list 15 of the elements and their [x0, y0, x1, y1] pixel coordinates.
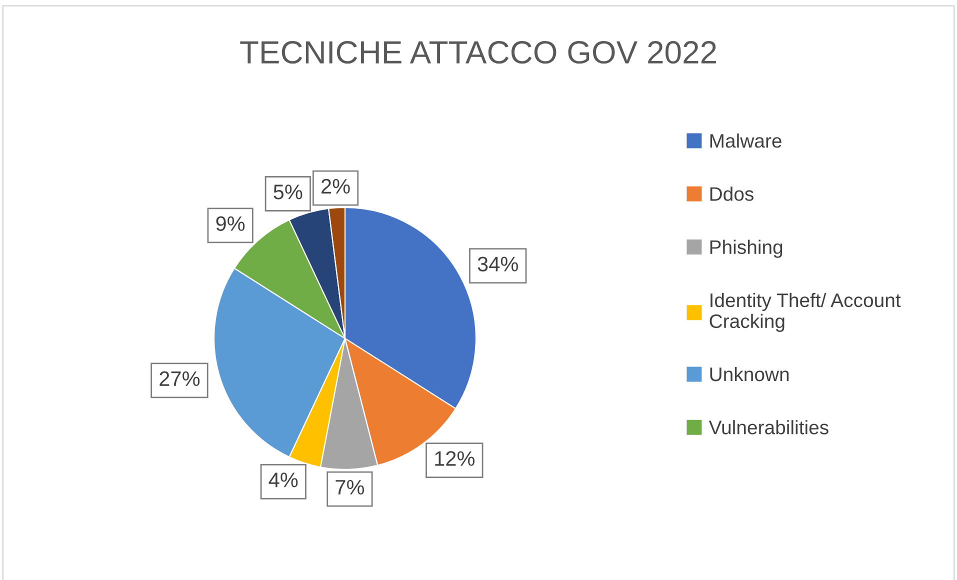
legend-label: Malware [710, 134, 782, 148]
legend-label: Phishing [710, 240, 782, 258]
legend-label: Vulnerabilities [708, 420, 828, 434]
legend-label: Ddos [710, 186, 754, 201]
legend-label: Unknown [710, 366, 789, 382]
data-label: 34% [478, 256, 518, 272]
data-label: 27% [160, 371, 200, 386]
data-label: 9% [216, 216, 245, 232]
data-label: 7% [336, 480, 364, 495]
data-label: 2% [322, 178, 350, 194]
legend-label: Identity Theft/ Account Cracking [710, 292, 901, 332]
data-label: 12% [435, 451, 475, 466]
data-label: 4% [268, 472, 298, 488]
data-label: 5% [274, 184, 302, 200]
chart-title: TECNICHE ATTACCO GOV 2022 [240, 41, 716, 64]
